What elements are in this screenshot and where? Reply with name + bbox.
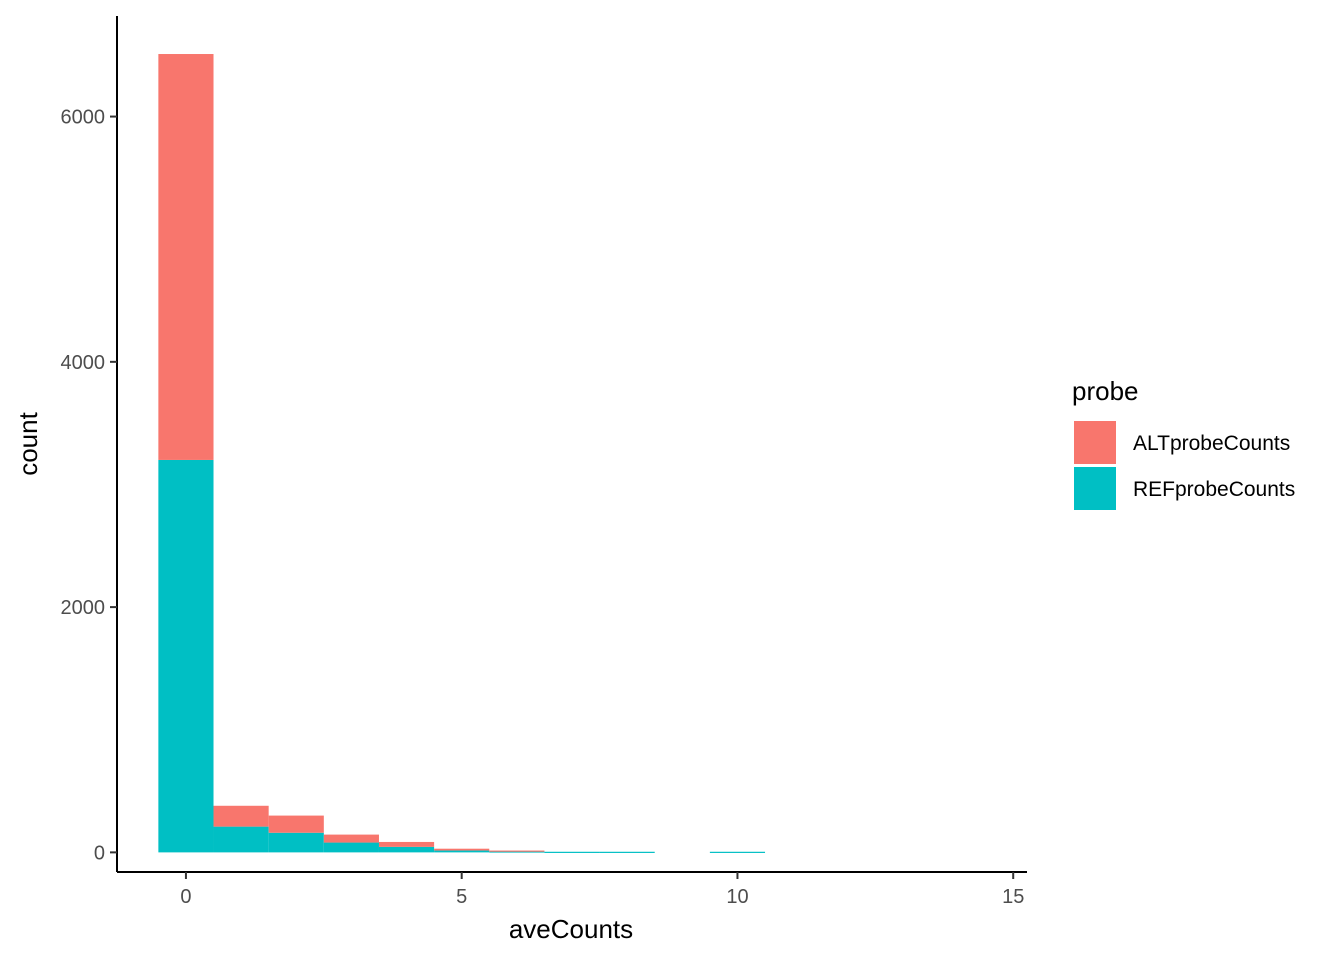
bar-REFprobeCounts-6 <box>489 851 545 853</box>
y-tick-label-6000: 6000 <box>61 107 106 129</box>
bar-ALTprobeCounts-4 <box>378 841 435 847</box>
bar-ALTprobeCounts-3 <box>323 834 379 843</box>
bar-REFprobeCounts-3 <box>323 842 379 853</box>
legend-items: ALTprobeCounts REFprobeCounts <box>1074 421 1295 510</box>
y-tick-label-0: 0 <box>94 842 105 864</box>
legend-swatch-ALTprobeCounts <box>1074 421 1116 464</box>
x-tick-label-0: 0 <box>180 886 191 908</box>
bars-layer <box>158 54 766 853</box>
x-axis-title: aveCounts <box>509 914 633 944</box>
bar-REFprobeCounts-1 <box>213 826 269 853</box>
bar-REFprobeCounts-5 <box>434 850 490 853</box>
bar-REFprobeCounts-8 <box>599 851 655 853</box>
bar-REFprobeCounts-7 <box>544 851 600 853</box>
legend-label-ALTprobeCounts: ALTprobeCounts <box>1133 432 1290 455</box>
x-tick-label-15: 15 <box>1002 886 1024 908</box>
y-tick-label-2000: 2000 <box>61 597 106 619</box>
bar-ALTprobeCounts-0 <box>158 54 214 460</box>
legend-swatch-REFprobeCounts <box>1074 467 1116 510</box>
bar-ALTprobeCounts-5 <box>434 848 490 851</box>
bar-REFprobeCounts-0 <box>158 459 214 853</box>
legend-label-REFprobeCounts: REFprobeCounts <box>1133 478 1295 501</box>
x-tick-label-10: 10 <box>726 886 748 908</box>
legend-title: probe <box>1072 376 1139 406</box>
y-tick-label-4000: 4000 <box>61 352 106 374</box>
bar-ALTprobeCounts-6 <box>489 850 545 852</box>
bar-REFprobeCounts-10 <box>709 851 766 853</box>
x-tick-label-5: 5 <box>456 886 467 908</box>
bar-REFprobeCounts-2 <box>268 832 324 853</box>
bar-REFprobeCounts-4 <box>378 846 435 853</box>
legend: probe ALTprobeCounts REFprobeCounts <box>1072 376 1295 510</box>
bar-ALTprobeCounts-2 <box>268 815 324 833</box>
axes-layer: 0 2000 4000 6000 0 5 10 15 <box>61 16 1027 908</box>
y-axis-title: count <box>13 411 43 475</box>
bar-ALTprobeCounts-1 <box>213 805 269 827</box>
